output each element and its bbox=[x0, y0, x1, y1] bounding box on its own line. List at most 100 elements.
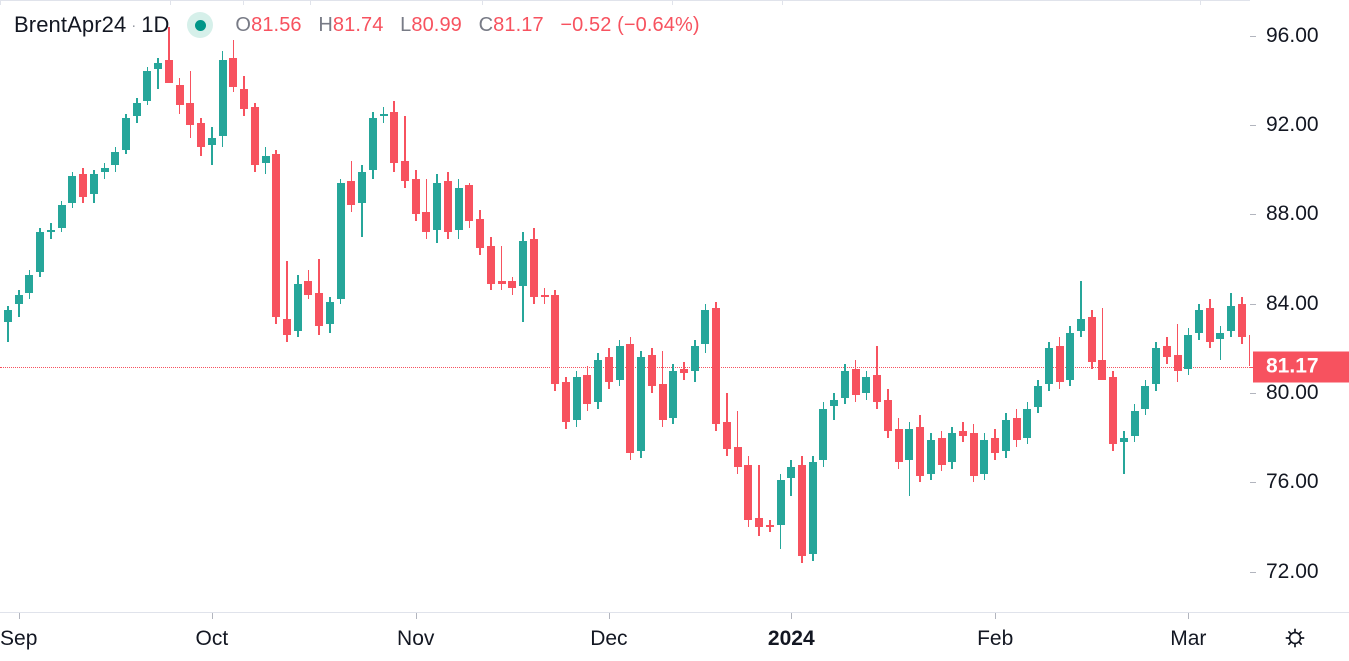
candle-wick bbox=[425, 178, 428, 239]
current-price-badge-value: 81.17 bbox=[1266, 354, 1319, 378]
candle-body bbox=[669, 370, 678, 418]
price-axis-label: 72.00 bbox=[1266, 559, 1319, 583]
candle-body bbox=[851, 368, 860, 396]
time-axis-label: Dec bbox=[590, 627, 628, 650]
ohlc-close-value: 81.17 bbox=[493, 13, 544, 36]
status-dot-inner bbox=[194, 19, 206, 31]
candle-wick bbox=[1176, 323, 1179, 382]
top-tick-mark bbox=[170, 0, 171, 5]
candle-wick bbox=[790, 460, 793, 496]
candle-body bbox=[894, 428, 903, 463]
candle-body bbox=[1205, 308, 1214, 342]
gear-icon[interactable] bbox=[1283, 626, 1307, 650]
candle-body bbox=[68, 176, 77, 204]
candle-body bbox=[122, 118, 131, 150]
candle-body bbox=[969, 433, 978, 476]
time-axis-label: Sep bbox=[0, 627, 38, 650]
candlestick-plot[interactable] bbox=[0, 0, 1268, 612]
price-tick-mark bbox=[1250, 571, 1256, 573]
price-tick-mark bbox=[1250, 214, 1256, 216]
candle-body bbox=[1130, 410, 1139, 436]
candle-body bbox=[154, 62, 163, 70]
time-axis-label: Feb bbox=[977, 627, 1014, 650]
time-tick-mark bbox=[608, 613, 610, 619]
time-tick-mark bbox=[1188, 613, 1190, 619]
candle-wick bbox=[7, 306, 9, 342]
candle-body bbox=[111, 151, 120, 166]
candle-body bbox=[658, 384, 667, 420]
candle-wick bbox=[286, 261, 288, 342]
candle-body bbox=[443, 180, 452, 233]
candle-body bbox=[240, 89, 249, 110]
price-tick-mark bbox=[1250, 35, 1256, 37]
change-absolute: −0.52 bbox=[560, 13, 612, 36]
candle-body bbox=[4, 310, 12, 322]
candle-body bbox=[1184, 335, 1193, 369]
candle-body bbox=[79, 174, 88, 197]
candle-body bbox=[958, 431, 967, 436]
candle-body bbox=[25, 274, 34, 293]
ohlc-open: O81.56 bbox=[235, 14, 301, 36]
candle-body bbox=[1141, 386, 1150, 409]
candle-body bbox=[1119, 437, 1128, 443]
top-tick-mark bbox=[0, 0, 1, 5]
candle-body bbox=[926, 440, 935, 474]
candle-wick bbox=[404, 116, 406, 188]
candle-wick bbox=[1123, 431, 1125, 474]
candle-body bbox=[411, 178, 420, 215]
price-tick-mark bbox=[1250, 393, 1256, 395]
candle-body bbox=[36, 232, 45, 273]
candle-body bbox=[540, 294, 549, 298]
candle-body bbox=[282, 319, 291, 336]
candle-body bbox=[1066, 332, 1075, 380]
candle-body bbox=[422, 212, 431, 233]
candle-body bbox=[1227, 306, 1236, 331]
candle-body bbox=[175, 84, 184, 105]
ohlc-high: H81.74 bbox=[318, 14, 383, 36]
symbol-label[interactable]: BrentApr24 bbox=[14, 12, 127, 37]
candle-body bbox=[476, 218, 485, 248]
candle-body bbox=[883, 399, 892, 432]
candle-body bbox=[401, 160, 409, 181]
candle-body bbox=[379, 113, 388, 117]
price-axis[interactable]: 96.00 92.00 88.00 84.00 80.00 76.00 72.00 81.17 bbox=[1250, 0, 1349, 612]
candle-body bbox=[583, 375, 592, 405]
candle-body bbox=[679, 368, 688, 373]
candle-body bbox=[250, 107, 259, 166]
candle-body bbox=[1216, 332, 1225, 340]
candle-body bbox=[776, 480, 785, 525]
candle-body bbox=[390, 111, 399, 164]
candle-body bbox=[100, 167, 109, 172]
ohlc-open-key: O bbox=[235, 13, 252, 36]
price-axis-label: 88.00 bbox=[1266, 202, 1319, 226]
candle-body bbox=[1098, 359, 1107, 380]
candle-body bbox=[293, 283, 302, 331]
ohlc-low-value: 80.99 bbox=[411, 13, 462, 36]
candle-body bbox=[840, 370, 849, 398]
time-tick-mark bbox=[791, 613, 793, 619]
candle-body bbox=[519, 241, 528, 286]
ohlc-low: L80.99 bbox=[400, 14, 462, 36]
candle-body bbox=[89, 174, 98, 195]
candle-wick bbox=[758, 464, 760, 537]
candle-body bbox=[733, 446, 742, 467]
candle-body bbox=[722, 422, 731, 449]
time-axis[interactable]: Sep Oct Nov Dec 2024 Feb Mar bbox=[0, 613, 1349, 661]
candle-body bbox=[57, 205, 66, 228]
ohlc-values: O81.56 H81.74 L80.99 C81.17 −0.52 (−0.64… bbox=[235, 14, 699, 37]
candle-wick bbox=[211, 127, 213, 166]
interval-label[interactable]: 1D bbox=[141, 12, 170, 37]
current-price-badge[interactable]: 81.17 bbox=[1253, 351, 1349, 383]
candle-body bbox=[315, 292, 324, 327]
market-open-dot-icon[interactable] bbox=[187, 12, 214, 38]
candle-body bbox=[808, 462, 817, 554]
candle-body bbox=[14, 294, 23, 304]
candle-body bbox=[701, 310, 710, 344]
candle-body bbox=[1077, 319, 1085, 331]
candle-body bbox=[304, 281, 313, 295]
time-tick-mark bbox=[18, 613, 20, 619]
candle-body bbox=[572, 377, 581, 420]
ohlc-high-key: H bbox=[318, 13, 333, 36]
top-divider bbox=[0, 0, 1349, 1]
